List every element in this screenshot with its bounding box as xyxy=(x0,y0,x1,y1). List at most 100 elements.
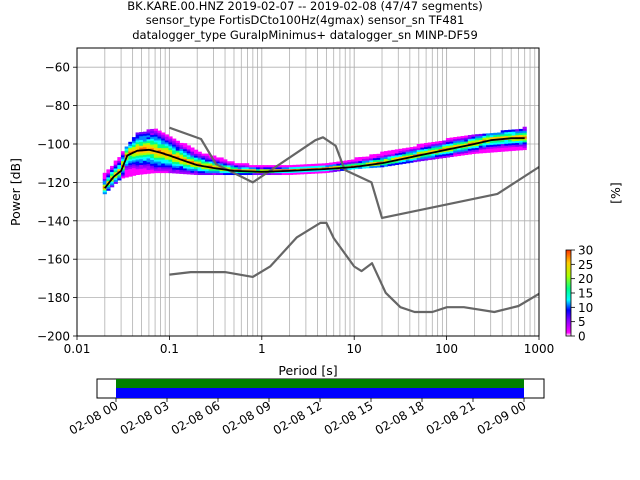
psd-cell xyxy=(515,142,520,145)
psd-cell xyxy=(482,139,487,142)
psd-cell xyxy=(161,144,166,147)
psd-cell xyxy=(197,167,202,170)
psd-cell xyxy=(146,140,151,144)
psd-cell xyxy=(186,147,191,150)
psd-cell xyxy=(201,172,206,176)
psd-cell xyxy=(226,161,232,164)
psd-cell xyxy=(504,143,509,146)
psd-cell xyxy=(157,134,162,137)
psd-cell xyxy=(172,165,177,168)
psd-cell xyxy=(281,165,286,168)
psd-cell xyxy=(453,148,458,151)
psd-cell xyxy=(142,170,148,173)
title-line-3: datalogger_type GuralpMinimus+ datalogge… xyxy=(132,28,478,42)
psd-cell xyxy=(190,160,195,164)
psd-cell xyxy=(438,144,443,148)
psd-cell xyxy=(219,168,224,172)
psd-cell xyxy=(518,148,524,151)
psd-cell xyxy=(142,171,148,175)
psd-cell xyxy=(190,153,195,156)
psd-cell xyxy=(489,134,494,138)
psd-cell xyxy=(157,144,162,147)
psd-cell xyxy=(146,154,151,157)
psd-cell xyxy=(131,156,137,159)
psd-cell xyxy=(212,170,217,174)
psd-cell xyxy=(194,159,199,162)
psd-cell xyxy=(500,145,505,148)
psd-cell xyxy=(131,137,137,140)
psd-cell xyxy=(135,132,140,135)
x-tick-label: 1000 xyxy=(524,342,555,356)
psd-cell xyxy=(497,132,502,135)
psd-cell xyxy=(106,178,111,182)
psd-cell xyxy=(190,149,195,152)
psd-cell xyxy=(394,160,399,164)
psd-cell xyxy=(153,138,159,141)
psd-cell xyxy=(179,171,184,174)
psd-cell xyxy=(153,140,159,143)
psd-cell xyxy=(449,143,454,146)
psd-cell xyxy=(522,128,527,131)
psd-cell xyxy=(285,170,290,174)
psd-cell xyxy=(110,183,115,186)
psd-cell xyxy=(497,147,502,151)
psd-cell xyxy=(106,180,111,184)
psd-cell xyxy=(241,163,246,166)
psd-cell xyxy=(186,162,191,165)
psd-cell xyxy=(175,140,180,143)
psd-cell xyxy=(376,161,381,164)
psd-cell xyxy=(467,152,472,155)
psd-cell xyxy=(387,156,392,159)
psd-cell xyxy=(157,159,162,162)
psd-cell xyxy=(427,144,432,147)
psd-cell xyxy=(402,148,407,151)
psd-cell xyxy=(124,167,129,170)
psd-cell xyxy=(194,157,199,160)
psd-cell xyxy=(190,159,195,162)
psd-cell xyxy=(387,158,392,161)
psd-cell xyxy=(208,163,213,166)
psd-cell xyxy=(456,153,462,157)
psd-cell xyxy=(511,139,516,142)
psd-cell xyxy=(172,140,177,143)
psd-cell xyxy=(471,134,476,137)
x-tick-label: 0.01 xyxy=(64,342,91,356)
psd-cell xyxy=(135,145,140,149)
psd-cell xyxy=(409,154,414,157)
psd-cell xyxy=(442,140,447,143)
psd-cell xyxy=(153,153,159,156)
psd-cell xyxy=(113,177,118,181)
psd-cell xyxy=(405,149,410,152)
psd-cell xyxy=(263,165,268,168)
psd-cell xyxy=(168,147,173,151)
psd-cell xyxy=(142,147,148,150)
psd-cell xyxy=(131,167,137,171)
psd-cell xyxy=(194,151,199,154)
psd-cell xyxy=(336,169,341,172)
psd-cell xyxy=(380,163,385,166)
colorbar-tick-label: 5 xyxy=(578,315,586,329)
psd-cell xyxy=(445,151,451,154)
psd-cell xyxy=(131,162,137,165)
psd-cell xyxy=(139,145,144,148)
psd-cell xyxy=(434,152,440,156)
psd-cell xyxy=(157,149,162,152)
title-line-2: sensor_type FortisDCto100Hz(4gmax) senso… xyxy=(146,13,465,27)
psd-cell xyxy=(424,142,429,146)
psd-cell xyxy=(482,147,487,150)
psd-cell xyxy=(161,153,166,156)
psd-cell xyxy=(500,143,505,146)
psd-cell xyxy=(150,132,155,136)
psd-cell xyxy=(175,144,180,147)
psd-cell xyxy=(117,168,122,171)
psd-cell xyxy=(230,163,235,166)
psd-cell xyxy=(120,160,126,164)
title-line-1: BK.KARE.00.HNZ 2019-02-07 -- 2019-02-08 … xyxy=(127,0,482,13)
psd-cell xyxy=(179,165,184,169)
psd-cell xyxy=(131,158,137,161)
psd-cell xyxy=(460,141,465,145)
psd-cell xyxy=(150,144,155,147)
psd-cell xyxy=(117,160,122,164)
psd-cell xyxy=(131,160,137,163)
psd-cell xyxy=(299,166,305,169)
